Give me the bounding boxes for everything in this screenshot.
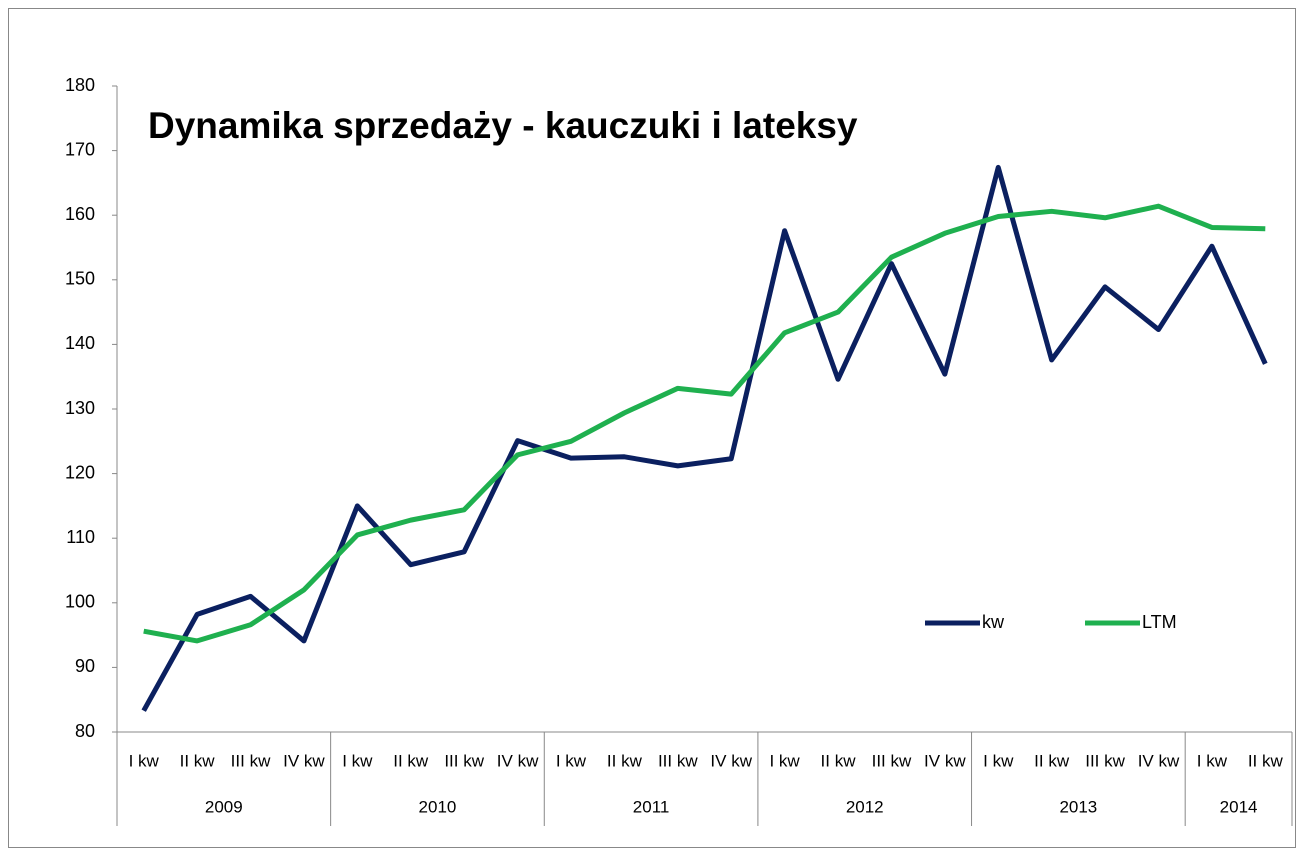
x-tick-label: II kw [1248, 751, 1284, 770]
line-series [143, 203, 1266, 644]
x-tick-label: II kw [821, 751, 857, 770]
y-tick-label: 140 [65, 333, 95, 353]
year-label: 2011 [633, 797, 670, 816]
x-tick-label: I kw [129, 751, 160, 770]
line-series [141, 164, 1268, 712]
year-label: 2012 [846, 797, 884, 816]
x-tick-label: I kw [556, 751, 587, 770]
y-tick-label: 90 [75, 656, 95, 676]
legend-label: kw [982, 612, 1005, 632]
x-tick-label: I kw [342, 751, 373, 770]
y-tick-label: 80 [75, 721, 95, 741]
x-tick-label: III kw [1085, 751, 1125, 770]
x-tick-label: I kw [983, 751, 1014, 770]
x-tick-label: III kw [444, 751, 484, 770]
y-tick-label: 120 [65, 462, 95, 482]
y-tick-label: 100 [65, 592, 95, 612]
y-tick-label: 160 [65, 204, 95, 224]
year-label: 2013 [1059, 797, 1097, 816]
x-tick-label: II kw [607, 751, 643, 770]
x-tick-label: IV kw [497, 751, 539, 770]
legend-label: LTM [1142, 612, 1177, 632]
y-tick-label: 110 [66, 527, 95, 547]
x-tick-label: I kw [1197, 751, 1228, 770]
y-tick-label: 150 [65, 269, 95, 289]
x-tick-label: III kw [872, 751, 912, 770]
chart-frame [8, 8, 1296, 848]
x-tick-label: IV kw [283, 751, 325, 770]
y-tick-label: 130 [65, 398, 95, 418]
y-tick-label: 170 [65, 139, 95, 159]
year-label: 2009 [205, 797, 243, 816]
x-tick-label: IV kw [710, 751, 752, 770]
x-tick-label: IV kw [1138, 751, 1180, 770]
x-tick-label: II kw [393, 751, 429, 770]
x-tick-label: II kw [1034, 751, 1070, 770]
y-tick-label: 180 [65, 75, 95, 95]
year-label: 2014 [1220, 797, 1258, 816]
x-tick-label: I kw [769, 751, 800, 770]
chart-title: Dynamika sprzedaży - kauczuki i lateksy [148, 105, 858, 146]
x-tick-label: IV kw [924, 751, 966, 770]
x-tick-label: III kw [658, 751, 698, 770]
x-tick-label: II kw [180, 751, 216, 770]
x-tick-label: III kw [231, 751, 271, 770]
year-label: 2010 [419, 797, 457, 816]
